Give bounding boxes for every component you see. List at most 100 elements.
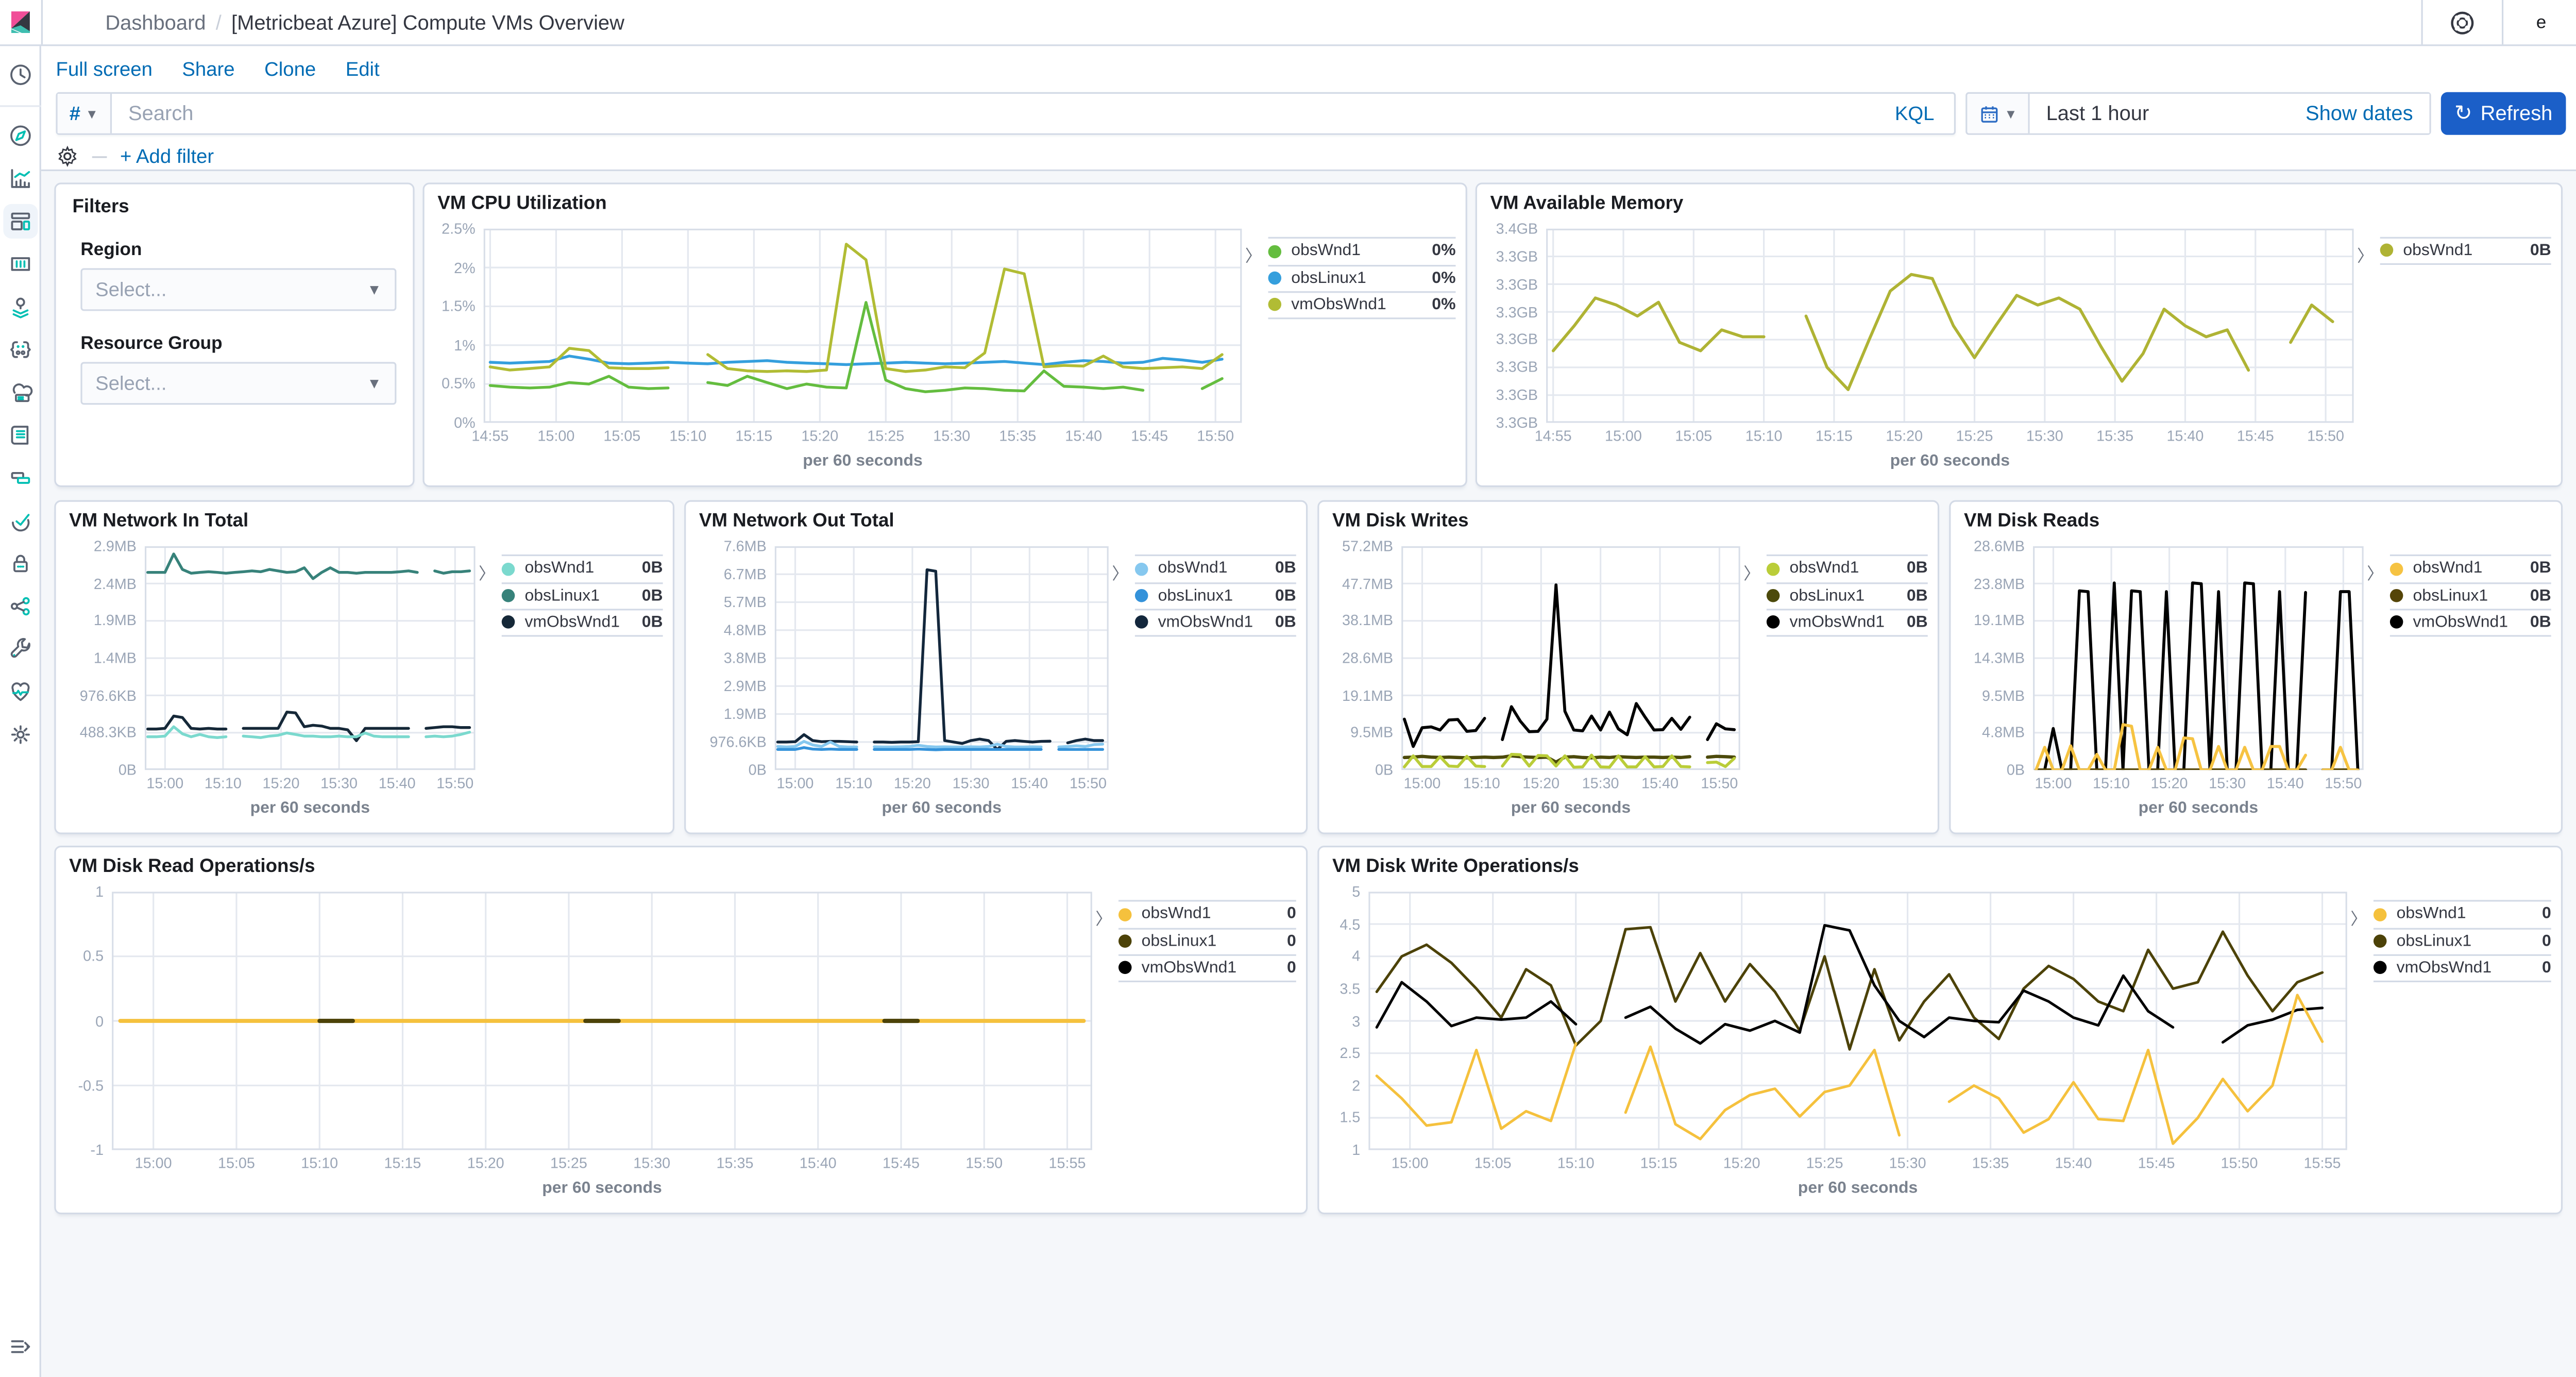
- legend-expand-icon[interactable]: 〉: [1095, 911, 1112, 930]
- refresh-button[interactable]: ↻ Refresh: [2441, 92, 2566, 135]
- filter-set-toggle[interactable]: # ▼: [57, 93, 112, 133]
- sidebar-item-uptime[interactable]: [3, 503, 37, 538]
- y-tick-label: 1.9MB: [723, 706, 767, 723]
- chart-plot-area[interactable]: [2033, 546, 2364, 770]
- sidebar-item-dev-tools[interactable]: [3, 589, 37, 624]
- legend-item-vmObsWnd1[interactable]: vmObsWnd1 0B: [1766, 609, 1928, 636]
- legend-expand-icon[interactable]: 〉: [2367, 566, 2384, 584]
- legend-item-obsLinux1[interactable]: obsLinux1 0: [2373, 927, 2551, 954]
- legend-expand-icon[interactable]: 〉: [2350, 911, 2367, 930]
- show-dates-button[interactable]: Show dates: [2289, 93, 2430, 133]
- legend-item-obsWnd1[interactable]: obsWnd1 0B: [501, 554, 663, 582]
- legend-item-obsLinux1[interactable]: obsLinux1 0B: [1134, 581, 1296, 609]
- legend-value: 0B: [1906, 613, 1928, 632]
- sidebar-item-siem[interactable]: [3, 546, 37, 581]
- legend-item-obsWnd1[interactable]: obsWnd1 0: [2373, 900, 2551, 927]
- search-input[interactable]: Search: [128, 102, 194, 125]
- legend-expand-icon[interactable]: 〉: [1112, 566, 1129, 584]
- share-button[interactable]: Share: [182, 57, 235, 81]
- x-tick-label: 15:05: [1474, 1155, 1512, 1172]
- x-tick-label: 15:30: [2026, 428, 2063, 445]
- help-menu-button[interactable]: [2423, 0, 2502, 44]
- discover-icon: [9, 125, 30, 146]
- resource-group-select[interactable]: Select... ▼: [80, 362, 397, 405]
- sidebar-item-management[interactable]: [3, 717, 37, 752]
- sidebar-item-maps[interactable]: [3, 290, 37, 324]
- sidebar-item-apm[interactable]: [3, 461, 37, 495]
- legend-item-obsWnd1[interactable]: obsWnd1 0%: [1268, 237, 1456, 264]
- x-tick-label: 15:50: [1701, 775, 1738, 792]
- sidebar-item-heartbeat[interactable]: [3, 675, 37, 709]
- sidebar-item-dashboard[interactable]: [2, 204, 37, 239]
- nav-divider: [41, 0, 43, 45]
- sidebar-item-canvas[interactable]: [3, 247, 37, 281]
- legend-expand-icon[interactable]: 〉: [2357, 248, 2374, 267]
- legend-item-obsLinux1[interactable]: obsLinux1 0B: [2389, 581, 2551, 609]
- y-tick-label: 28.6MB: [1342, 650, 1394, 667]
- chart-plot-area[interactable]: [1546, 228, 2354, 423]
- space-badge[interactable]: D: [67, 13, 79, 31]
- sidebar-item-metrics[interactable]: [3, 375, 37, 410]
- legend-item-obsWnd1[interactable]: obsWnd1 0B: [1134, 554, 1296, 582]
- legend-item-vmObsWnd1[interactable]: vmObsWnd1 0: [1118, 954, 1296, 982]
- x-tick-label: 15:30: [933, 428, 971, 445]
- time-range-value[interactable]: Last 1 hour: [2029, 93, 2290, 133]
- sidebar-item-machine-learning[interactable]: [3, 332, 37, 367]
- region-select[interactable]: Select... ▼: [80, 268, 397, 311]
- date-quick-select-button[interactable]: ▼: [1967, 93, 2030, 133]
- legend-item-vmObsWnd1[interactable]: vmObsWnd1 0%: [1268, 291, 1456, 318]
- x-tick-label: 15:20: [467, 1155, 504, 1172]
- legend-item-obsLinux1[interactable]: obsLinux1 0B: [1766, 581, 1928, 609]
- chart-title: VM Network Out Total: [699, 511, 894, 532]
- chart-legend: 〉 obsWnd1 0B obsLinux1 0B vmObsWnd1 0B: [1112, 541, 1296, 826]
- add-filter-button[interactable]: + Add filter: [120, 144, 214, 168]
- legend-item-vmObsWnd1[interactable]: vmObsWnd1 0: [2373, 954, 2551, 982]
- sidebar-item-visualize[interactable]: [3, 161, 37, 196]
- sidebar-item-discover[interactable]: [3, 119, 37, 153]
- breadcrumb-section[interactable]: Dashboard: [105, 10, 206, 34]
- sidebar-item-stack-monitoring[interactable]: [3, 632, 37, 666]
- chart-legend: 〉 obsWnd1 0B obsLinux1 0B vmObsWnd1 0B: [2367, 541, 2551, 826]
- sidebar-item-recently-viewed[interactable]: [3, 57, 37, 91]
- x-tick-label: 15:15: [735, 428, 773, 445]
- chart-plot-area[interactable]: [1401, 546, 1740, 770]
- chevron-down-icon: ▼: [2004, 106, 2018, 121]
- legend-item-vmObsWnd1[interactable]: vmObsWnd1 0B: [1134, 609, 1296, 636]
- full-screen-button[interactable]: Full screen: [56, 57, 152, 81]
- legend-item-vmObsWnd1[interactable]: vmObsWnd1 0B: [501, 609, 663, 636]
- kibana-logo-icon[interactable]: [0, 10, 41, 35]
- clone-button[interactable]: Clone: [264, 57, 316, 81]
- y-tick-label: 1.5%: [442, 298, 476, 315]
- y-tick-label: 0B: [1375, 762, 1394, 779]
- chart-svg: [483, 228, 1242, 423]
- refresh-icon: ↻: [2454, 100, 2472, 125]
- edit-button[interactable]: Edit: [345, 57, 380, 81]
- legend-item-obsWnd1[interactable]: obsWnd1 0B: [2380, 237, 2551, 264]
- legend-value: 0%: [1432, 242, 1456, 261]
- sidebar-item-logs[interactable]: [3, 418, 37, 452]
- legend-item-obsLinux1[interactable]: obsLinux1 0: [1118, 927, 1296, 954]
- chart-plot-area[interactable]: [1368, 892, 2347, 1150]
- legend-item-obsWnd1[interactable]: obsWnd1 0B: [1766, 554, 1928, 582]
- legend-expand-icon[interactable]: 〉: [479, 566, 495, 584]
- chart-plot-area[interactable]: [483, 228, 1242, 423]
- collapse-menu-button[interactable]: [3, 1330, 37, 1364]
- legend-item-obsWnd1[interactable]: obsWnd1 0B: [2389, 554, 2551, 582]
- legend-item-obsLinux1[interactable]: obsLinux1 0B: [501, 581, 663, 609]
- legend-expand-icon[interactable]: 〉: [1245, 248, 1262, 267]
- legend-label: vmObsWnd1: [1158, 613, 1253, 632]
- legend-item-vmObsWnd1[interactable]: vmObsWnd1 0B: [2389, 609, 2551, 636]
- x-axis-labels: 15:00 15:10 15:20 15:30 15:40 15:50: [1401, 775, 1740, 792]
- chart-plot-area[interactable]: [112, 892, 1092, 1150]
- y-tick-label: 2.4MB: [93, 575, 137, 592]
- filter-divider: [92, 155, 107, 157]
- legend-expand-icon[interactable]: 〉: [1743, 566, 1760, 584]
- chart-plot-area[interactable]: [144, 546, 476, 770]
- x-tick-label: 15:00: [2035, 775, 2072, 792]
- query-language-button[interactable]: KQL: [1894, 102, 1935, 125]
- user-menu-button[interactable]: e: [2503, 0, 2576, 44]
- filter-options-button[interactable]: [56, 145, 79, 168]
- legend-item-obsLinux1[interactable]: obsLinux1 0%: [1268, 264, 1456, 291]
- chart-plot-area[interactable]: [774, 546, 1109, 770]
- legend-item-obsWnd1[interactable]: obsWnd1 0: [1118, 900, 1296, 927]
